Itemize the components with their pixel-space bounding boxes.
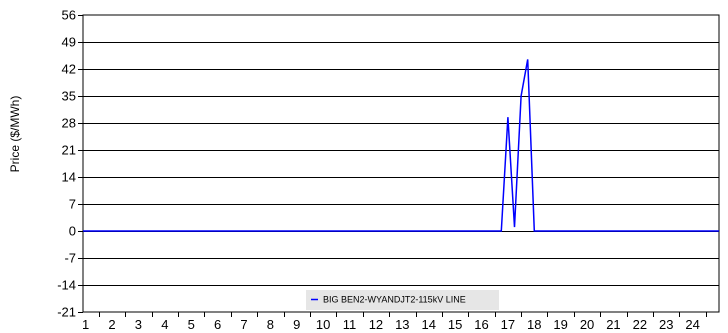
x-axis-tick-marks (99, 312, 707, 317)
x-tick-label: 8 (267, 317, 274, 332)
legend-box (306, 290, 499, 310)
x-tick-label: 23 (659, 317, 673, 332)
x-tick-label: 13 (395, 317, 409, 332)
series-lines (83, 59, 719, 232)
plot-area (82, 14, 720, 313)
y-tick-label: 49 (62, 35, 76, 50)
x-tick-label: 15 (448, 317, 462, 332)
x-tick-label: 11 (343, 317, 357, 332)
x-tick-label: 17 (501, 317, 515, 332)
legend-label: BIG BEN2-WYANDJT2-115kV LINE (323, 295, 466, 305)
x-tick-label: 19 (553, 317, 567, 332)
x-tick-label: 5 (188, 317, 195, 332)
x-tick-label: 6 (214, 317, 221, 332)
x-tick-label: 14 (421, 317, 435, 332)
y-tick-label: 21 (62, 143, 76, 158)
x-tick-label: 3 (135, 317, 142, 332)
y-tick-label: -14 (57, 278, 76, 293)
y-tick-label: -21 (57, 305, 76, 320)
x-tick-label: 20 (580, 317, 594, 332)
x-tick-label: 9 (293, 317, 300, 332)
x-tick-label: 18 (527, 317, 541, 332)
x-tick-label: 10 (316, 317, 330, 332)
x-tick-label: 12 (369, 317, 383, 332)
y-tick-label: -7 (64, 251, 76, 266)
x-axis-tick-labels: 1 2 3 4 5 6 7 8 9 10 11 12 13 14 15 16 17 18 19 20 21 22 23 24 (82, 317, 700, 332)
y-tick-label: 7 (69, 197, 76, 212)
y-tick-label: 35 (62, 89, 76, 104)
series-line (83, 59, 719, 232)
x-tick-label: 21 (606, 317, 620, 332)
y-tick-label: 14 (62, 170, 76, 185)
y-tick-label: 56 (62, 8, 76, 23)
x-tick-label: 22 (633, 317, 647, 332)
x-tick-label: 24 (685, 317, 699, 332)
x-tick-label: 16 (474, 317, 488, 332)
y-axis-tick-labels: 56 49 42 35 28 21 14 7 0 -7 -14 -21 (57, 8, 76, 320)
y-tick-label: 28 (62, 116, 76, 131)
grid-lines (78, 15, 719, 313)
x-tick-label: 7 (240, 317, 247, 332)
x-tick-label: 1 (82, 317, 89, 332)
y-tick-label: 0 (69, 224, 76, 239)
legend: BIG BEN2-WYANDJT2-115kV LINE (306, 290, 499, 310)
y-axis-title: Price ($/MWh) (8, 96, 22, 173)
x-tick-label: 2 (108, 317, 115, 332)
x-tick-label: 4 (161, 317, 168, 332)
y-tick-label: 42 (62, 62, 76, 77)
